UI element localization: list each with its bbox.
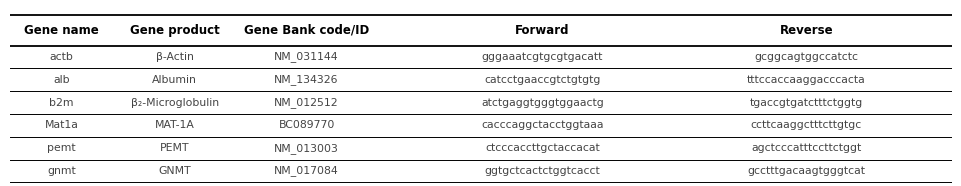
Text: alb: alb — [53, 75, 70, 85]
Text: gcggcagtggccatctc: gcggcagtggccatctc — [753, 52, 857, 62]
Text: pemt: pemt — [47, 143, 76, 153]
Text: actb: actb — [49, 52, 73, 62]
Text: Forward: Forward — [514, 24, 569, 37]
Text: Gene Bank code/ID: Gene Bank code/ID — [244, 24, 369, 37]
Text: ggtgctcactctggtcacct: ggtgctcactctggtcacct — [484, 166, 600, 176]
Text: NM_134326: NM_134326 — [274, 74, 338, 85]
Text: cacccaggctacctggtaaa: cacccaggctacctggtaaa — [480, 120, 603, 130]
Text: GNMT: GNMT — [159, 166, 190, 176]
Text: BC089770: BC089770 — [278, 120, 334, 130]
Text: catcctgaaccgtctgtgtg: catcctgaaccgtctgtgtg — [483, 75, 600, 85]
Text: MAT-1A: MAT-1A — [155, 120, 194, 130]
Text: b2m: b2m — [49, 98, 74, 108]
Text: ccttcaaggctttcttgtgc: ccttcaaggctttcttgtgc — [750, 120, 861, 130]
Text: PEMT: PEMT — [160, 143, 189, 153]
Text: Gene name: Gene name — [24, 24, 99, 37]
Text: Albumin: Albumin — [152, 75, 197, 85]
Text: Mat1a: Mat1a — [44, 120, 79, 130]
Text: NM_031144: NM_031144 — [274, 52, 338, 62]
Text: gnmt: gnmt — [47, 166, 76, 176]
Text: atctgaggtgggtggaactg: atctgaggtgggtggaactg — [480, 98, 603, 108]
Text: ctcccaccttgctaccacat: ctcccaccttgctaccacat — [484, 143, 599, 153]
Text: Gene product: Gene product — [130, 24, 219, 37]
Text: NM_017084: NM_017084 — [274, 166, 338, 176]
Text: gcctttgacaagtgggtcat: gcctttgacaagtgggtcat — [747, 166, 864, 176]
Text: NM_012512: NM_012512 — [274, 97, 338, 108]
Text: tgaccgtgatctttctggtg: tgaccgtgatctttctggtg — [749, 98, 862, 108]
Text: agctcccatttccttctggt: agctcccatttccttctggt — [751, 143, 860, 153]
Text: gggaaatcgtgcgtgacatt: gggaaatcgtgcgtgacatt — [481, 52, 603, 62]
Text: Reverse: Reverse — [778, 24, 832, 37]
Text: NM_013003: NM_013003 — [274, 143, 338, 154]
Text: tttccaccaaggacccacta: tttccaccaaggacccacta — [746, 75, 865, 85]
Text: β₂-Microglobulin: β₂-Microglobulin — [131, 98, 218, 108]
Text: β-Actin: β-Actin — [156, 52, 193, 62]
